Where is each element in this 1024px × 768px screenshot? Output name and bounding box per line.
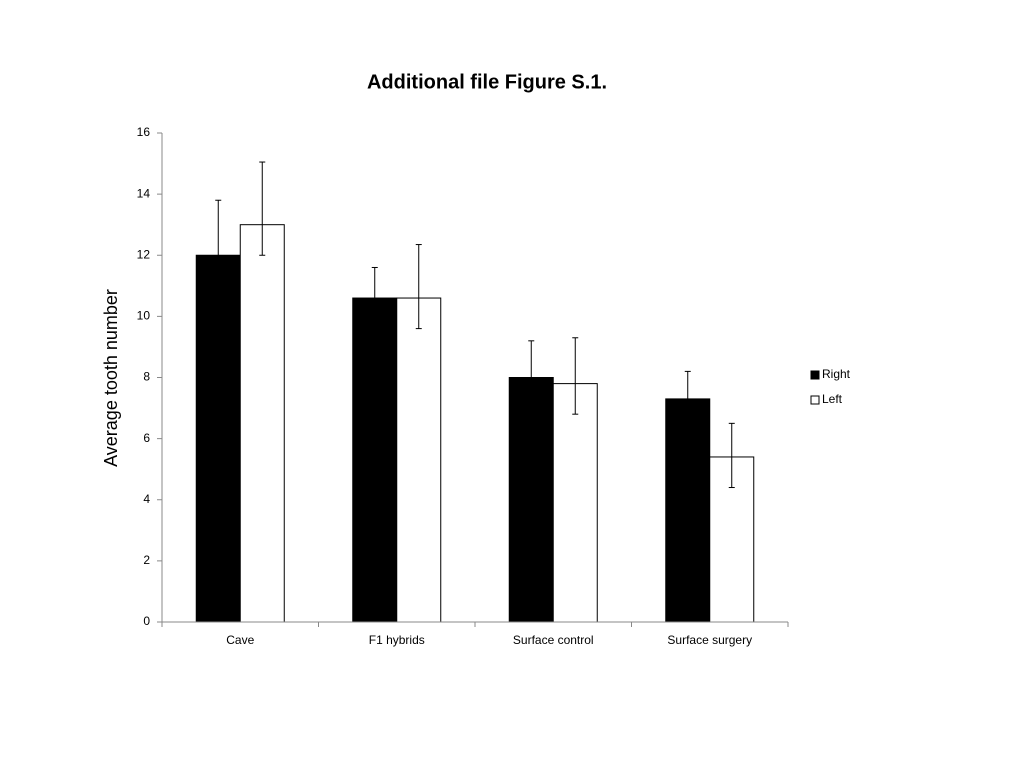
bar bbox=[552, 383, 598, 623]
legend-swatch bbox=[810, 370, 820, 380]
x-tick-label: F1 hybrids bbox=[369, 633, 425, 647]
y-tick-label: 8 bbox=[143, 370, 150, 384]
bar bbox=[508, 377, 554, 623]
bar bbox=[396, 297, 442, 623]
x-tick-label: Surface surgery bbox=[667, 633, 752, 647]
x-tick-label: Surface control bbox=[513, 633, 594, 647]
legend-label: Left bbox=[822, 392, 843, 406]
y-tick-label: 12 bbox=[137, 247, 151, 261]
bar bbox=[665, 398, 711, 623]
y-tick-label: 2 bbox=[143, 553, 150, 567]
y-tick-label: 4 bbox=[143, 492, 150, 506]
y-tick-label: 0 bbox=[143, 614, 150, 628]
y-axis-label: Average tooth number bbox=[101, 289, 121, 467]
x-tick-label: Cave bbox=[226, 633, 254, 647]
legend-label: Right bbox=[822, 367, 851, 381]
y-tick-label: 6 bbox=[143, 431, 150, 445]
y-tick-label: 10 bbox=[137, 309, 151, 323]
y-tick-label: 14 bbox=[137, 186, 151, 200]
bar bbox=[195, 254, 241, 623]
bar bbox=[239, 224, 285, 623]
y-tick-label: 16 bbox=[137, 125, 151, 139]
chart-title: Additional file Figure S.1. bbox=[367, 71, 607, 93]
legend-swatch bbox=[810, 395, 820, 405]
bar bbox=[352, 297, 398, 623]
